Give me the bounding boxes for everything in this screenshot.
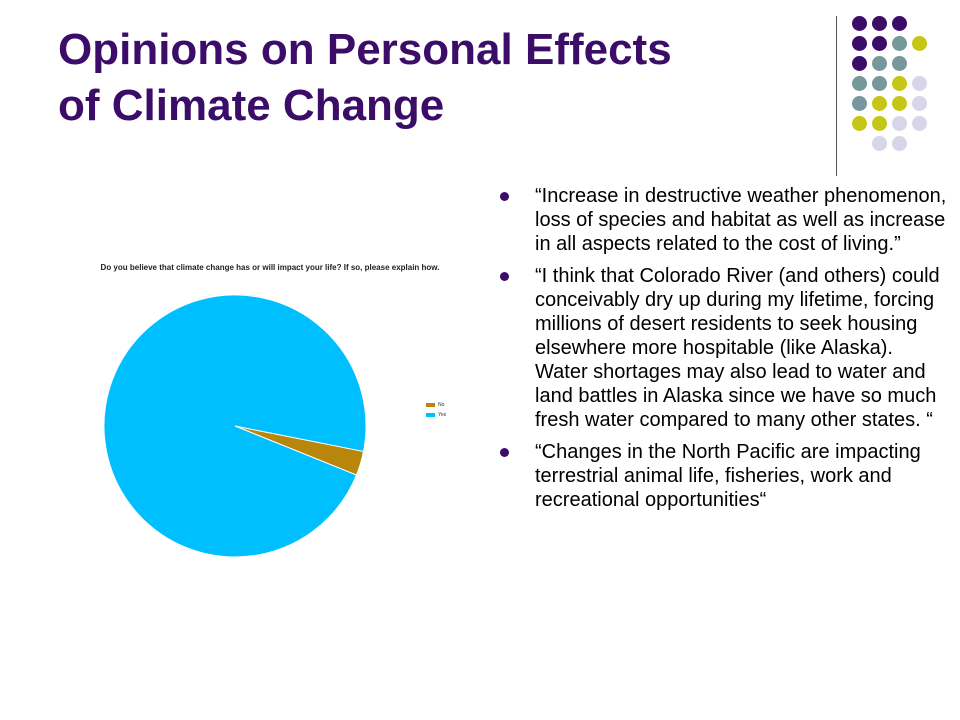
decorative-dot <box>912 36 927 51</box>
slide-title-line-2: of Climate Change <box>58 81 445 130</box>
decorative-dot <box>852 116 867 131</box>
pie-chart: Do you believe that climate change has o… <box>60 255 480 585</box>
decorative-dot <box>852 56 867 71</box>
decorative-dot <box>872 36 887 51</box>
decorative-dot <box>872 76 887 91</box>
quote-text: “Changes in the North Pacific are impact… <box>535 441 921 511</box>
slide-title-line-1: Opinions on Personal Effects <box>58 25 672 74</box>
quote-list: “Increase in destructive weather phenome… <box>498 184 948 520</box>
quote-item: “Increase in destructive weather phenome… <box>498 184 948 256</box>
decorative-dot <box>892 56 907 71</box>
decorative-dot <box>892 76 907 91</box>
decorative-dot <box>892 36 907 51</box>
decorative-dot <box>872 16 887 31</box>
slide-title: Opinions on Personal Effects of Climate … <box>58 22 818 134</box>
legend-item-no: No <box>426 400 486 409</box>
bullet-dot-icon <box>500 272 509 281</box>
legend-swatch <box>426 402 435 407</box>
legend-label: Yes <box>438 411 447 418</box>
decorative-dot <box>912 116 927 131</box>
decorative-dot <box>892 136 907 151</box>
quote-text: “I think that Colorado River (and others… <box>535 265 940 431</box>
quote-item: “I think that Colorado River (and others… <box>498 264 948 432</box>
decorative-dot <box>912 76 927 91</box>
decorative-dot <box>852 16 867 31</box>
chart-legend: No Yes <box>426 400 486 420</box>
decorative-dot <box>892 96 907 111</box>
decorative-dot <box>852 36 867 51</box>
decorative-dot <box>852 96 867 111</box>
legend-item-yes: Yes <box>426 410 486 419</box>
chart-title: Do you believe that climate change has o… <box>100 263 440 272</box>
decorative-dot <box>852 76 867 91</box>
decorative-dot <box>892 116 907 131</box>
pie-slice-yes <box>103 294 367 558</box>
pie-chart-svg <box>103 294 367 558</box>
legend-label: No <box>438 401 445 408</box>
decorative-dot <box>912 96 927 111</box>
title-divider-line <box>836 16 837 176</box>
decorative-dot <box>872 116 887 131</box>
bullet-dot-icon <box>500 448 509 457</box>
quote-item: “Changes in the North Pacific are impact… <box>498 440 948 512</box>
bullet-dot-icon <box>500 192 509 201</box>
decorative-dot-grid <box>850 16 950 156</box>
decorative-dot <box>872 56 887 71</box>
decorative-dot <box>872 136 887 151</box>
quote-text: “Increase in destructive weather phenome… <box>535 185 947 255</box>
legend-swatch <box>426 412 435 417</box>
decorative-dot <box>892 16 907 31</box>
decorative-dot <box>872 96 887 111</box>
